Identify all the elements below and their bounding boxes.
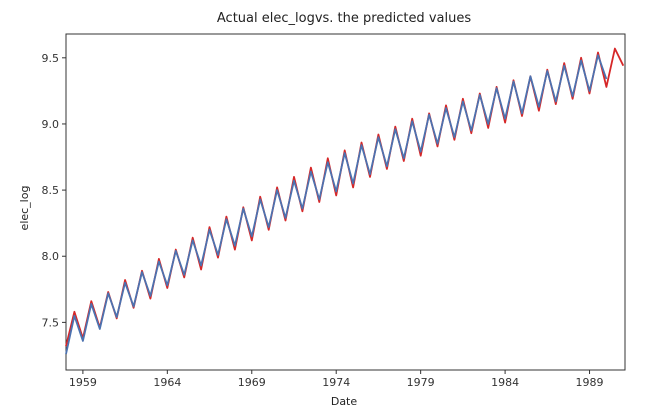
y-tick-label: 9.0: [42, 118, 60, 131]
series-layer: [65, 47, 625, 355]
y-tick-label: 9.5: [42, 52, 60, 65]
y-axis-label: elec_log: [18, 186, 31, 231]
y-tick-label: 7.5: [42, 316, 60, 329]
x-tick-label: 1989: [576, 376, 604, 389]
x-axis: 1959 1964 1969 1974 1979 1984 1989: [69, 370, 604, 389]
plot-area: [65, 33, 626, 371]
y-tick-label: 8.5: [42, 184, 60, 197]
x-tick-label: 1974: [322, 376, 350, 389]
x-axis-label: Date: [331, 395, 358, 408]
chart-title: Actual elec_logvs. the predicted values: [217, 11, 471, 26]
y-axis: 7.5 8.0 8.5 9.0 9.5: [42, 52, 66, 329]
x-tick-label: 1984: [491, 376, 519, 389]
y-tick-label: 8.0: [42, 250, 60, 263]
x-tick-label: 1969: [238, 376, 266, 389]
x-tick-label: 1979: [407, 376, 435, 389]
series-line-predicted: [65, 54, 608, 355]
x-tick-label: 1964: [153, 376, 181, 389]
x-tick-label: 1959: [69, 376, 97, 389]
plot-frame: [65, 33, 626, 371]
series-line-actual: [65, 47, 625, 347]
